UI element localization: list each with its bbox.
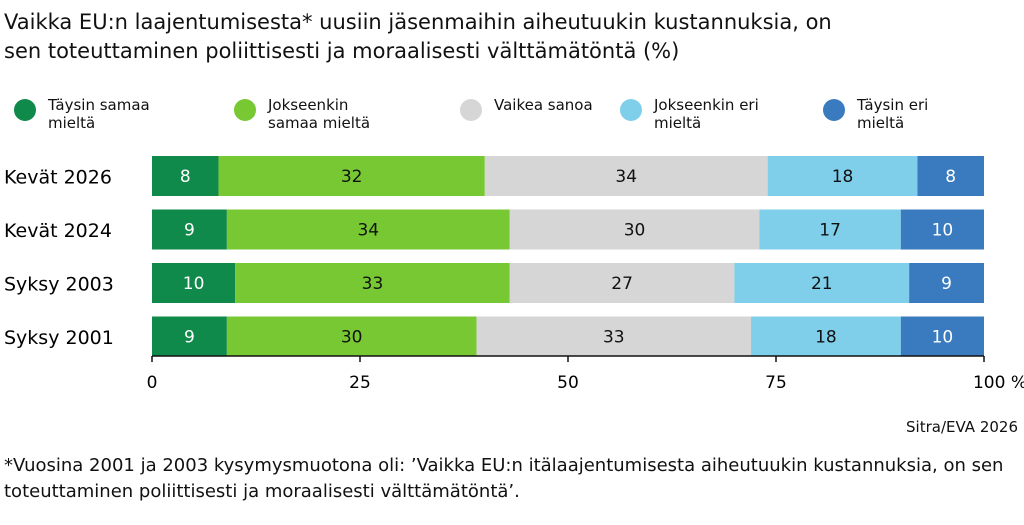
x-tick-label: 25	[349, 373, 371, 393]
bar-segment	[152, 209, 227, 250]
value-label: 27	[611, 274, 633, 294]
bar-segment	[509, 209, 760, 250]
value-label: 34	[357, 221, 379, 241]
y-tick-label: Syksy 2001	[4, 327, 114, 349]
value-label: 9	[184, 328, 195, 348]
bar-segment	[152, 156, 219, 196]
y-tick-label: Syksy 2003	[4, 274, 114, 296]
bar-segment	[509, 263, 735, 303]
x-tick-label: 0	[147, 373, 158, 393]
bar-segment	[152, 263, 236, 303]
value-label: 8	[180, 167, 191, 187]
legend-item: Jokseenkin samaa mieltä	[234, 96, 388, 132]
value-label: 8	[945, 167, 956, 187]
bar-segment	[226, 316, 477, 357]
value-label: 17	[819, 221, 841, 241]
value-label: 9	[184, 221, 195, 241]
value-label: 21	[811, 274, 833, 294]
legend-item: Vaikea sanoa	[460, 96, 614, 121]
x-tick-label: 50	[557, 373, 579, 393]
value-label: 33	[603, 328, 625, 348]
x-tick-label: 100 %	[973, 373, 1024, 393]
x-tick-label: 75	[765, 373, 787, 393]
legend-item: Täysin eri mieltä	[823, 96, 977, 132]
chart: Kevät 2026 Kevät 2024 Syksy 2003 Syksy 2001…	[4, 156, 1024, 393]
y-tick-label: Kevät 2026	[4, 167, 112, 189]
value-label: 10	[932, 221, 954, 241]
bar-segment	[767, 156, 918, 196]
bar-segment	[900, 209, 984, 250]
value-label: 9	[941, 274, 952, 294]
legend-item: Jokseenkin eri mieltä	[620, 96, 774, 132]
bar-segment	[759, 209, 901, 250]
value-label: 30	[341, 328, 363, 348]
bar-segment	[235, 263, 510, 303]
bar-segment	[734, 263, 910, 303]
value-label: 10	[932, 328, 954, 348]
value-label: 18	[815, 328, 837, 348]
value-label: 33	[362, 274, 384, 294]
bar-segment	[476, 316, 752, 357]
footnote: *Vuosina 2001 ja 2003 kysymysmuotona oli…	[4, 455, 1004, 502]
bar-segment	[484, 156, 768, 196]
y-tick-label: Kevät 2024	[4, 220, 112, 242]
legend-swatch	[823, 99, 845, 121]
bar-segment	[900, 316, 984, 357]
bar-segment	[909, 263, 984, 303]
value-label: 10	[183, 274, 205, 294]
bar-segment	[152, 316, 227, 357]
legend-item: Täysin samaa mieltä	[14, 96, 168, 132]
legend-label: Täysin eri mieltä	[857, 96, 929, 132]
chart-title: Vaikka EU:n laajentumisesta* uusiin jäse…	[4, 10, 832, 63]
value-label: 32	[341, 167, 363, 187]
bar-segment	[751, 316, 901, 357]
value-label: 18	[832, 167, 854, 187]
value-label: 34	[615, 167, 637, 187]
legend-label: Täysin samaa mieltä	[48, 96, 150, 132]
value-label: 30	[624, 221, 646, 241]
legend-swatch	[620, 99, 642, 121]
source: Sitra/EVA 2026	[906, 418, 1018, 436]
legend-label: Jokseenkin eri mieltä	[654, 96, 759, 132]
legend-swatch	[14, 99, 36, 121]
legend-swatch	[234, 99, 256, 121]
bar-segment	[917, 156, 984, 196]
bar-segment	[226, 209, 510, 250]
legend-label: Vaikea sanoa	[494, 96, 593, 114]
legend-swatch	[460, 99, 482, 121]
bar-segment	[218, 156, 485, 196]
legend-label: Jokseenkin samaa mieltä	[268, 96, 371, 132]
